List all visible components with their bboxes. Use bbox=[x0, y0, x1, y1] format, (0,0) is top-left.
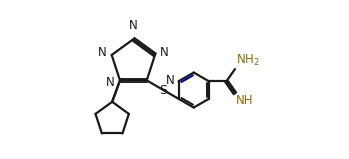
Text: N: N bbox=[129, 19, 138, 32]
Text: NH$_2$: NH$_2$ bbox=[236, 53, 260, 68]
Text: NH: NH bbox=[236, 94, 254, 107]
Text: N: N bbox=[98, 46, 106, 59]
Text: S: S bbox=[159, 83, 168, 97]
Text: N: N bbox=[106, 76, 115, 89]
Text: N: N bbox=[160, 46, 169, 59]
Text: N: N bbox=[165, 74, 174, 87]
